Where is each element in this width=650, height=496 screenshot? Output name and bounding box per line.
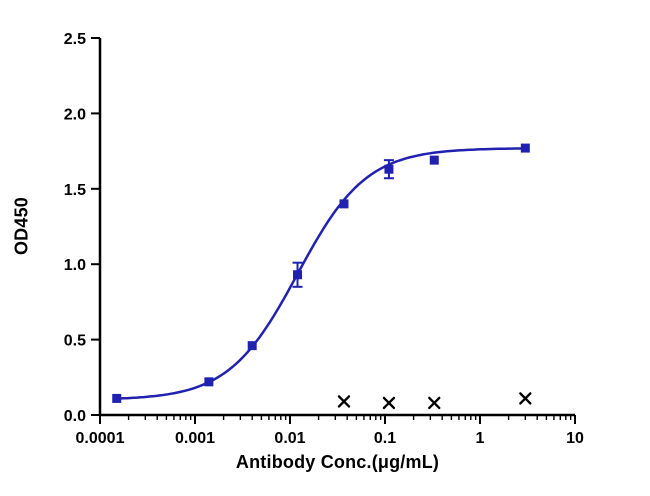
y-tick-label: 0.5 [64, 333, 86, 350]
x-tick-label: 0.001 [175, 430, 215, 447]
x-tick-label: 0.01 [274, 430, 305, 447]
y-tick-label: 1.5 [64, 182, 86, 199]
x-tick-label: 10 [566, 430, 584, 447]
y-axis-title: OD450 [11, 196, 32, 256]
data-point-square [429, 155, 439, 165]
y-tick-label: 2.5 [64, 31, 86, 48]
x-tick-label: 1 [476, 430, 485, 447]
data-point-square [112, 393, 122, 403]
data-point-square [293, 270, 303, 280]
x-tick-label: 0.0001 [76, 430, 125, 447]
data-point-square [384, 164, 394, 174]
fit-curve [116, 147, 526, 400]
data-point-square [247, 341, 257, 351]
x-axis-title: Antibody Conc.(μg/mL) [235, 452, 440, 472]
x-tick-label: 0.1 [374, 430, 396, 447]
y-tick-label: 1.0 [64, 257, 86, 274]
data-point-square [339, 199, 349, 209]
data-point-x [428, 396, 441, 410]
y-tick-label: 0.0 [64, 408, 86, 425]
data-point-x [382, 396, 396, 410]
data-point-square [520, 143, 530, 153]
data-point-x [519, 392, 532, 405]
data-point-x [337, 395, 351, 408]
y-tick-label: 2.0 [64, 106, 86, 123]
data-point-square [204, 377, 214, 387]
